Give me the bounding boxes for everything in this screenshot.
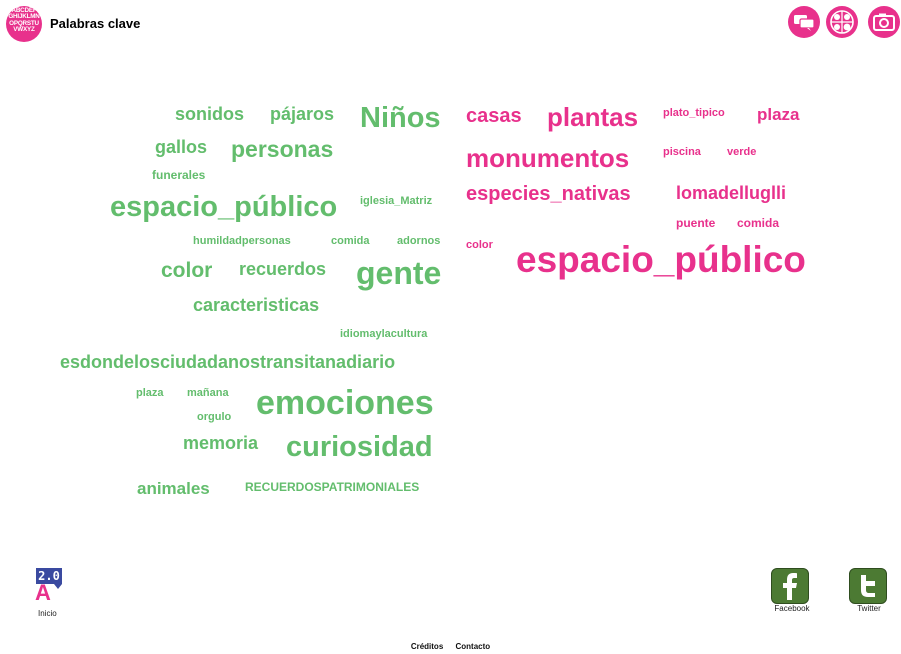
logo-text: ABCDEF GHIJKLMN OPQRSTU VWXYZ [8,7,40,34]
camera-icon[interactable] [868,6,900,38]
keyword-verde[interactable]: verde [727,146,757,158]
inicio-link[interactable]: Inicio [38,609,57,618]
keyword-plato-tipico[interactable]: plato_tipico [663,107,725,119]
facebook-link[interactable]: Facebook [766,568,818,613]
keyword-piscina[interactable]: piscina [663,146,701,158]
keyword-casas[interactable]: casas [466,105,522,127]
keyword-memoria[interactable]: memoria [183,433,259,453]
keyword-pajaros[interactable]: pájaros [270,104,335,124]
keyword-color[interactable]: color [466,239,493,251]
keyword-iglesia-matriz[interactable]: iglesia_Matriz [360,195,433,207]
keyword-curiosidad[interactable]: curiosidad [286,431,433,463]
keyword-plaza[interactable]: plaza [757,105,800,124]
keyword-adornos[interactable]: adornos [397,235,441,247]
keyword-gallos[interactable]: gallos [155,137,208,157]
keyword-animales[interactable]: animales [137,479,210,498]
keyword-plantas[interactable]: plantas [547,102,639,132]
keyword-caracteristicas[interactable]: caracteristicas [193,295,320,315]
keyword-recuerdos[interactable]: recuerdos [239,259,327,279]
keyword-emociones[interactable]: emociones [256,384,434,422]
site-logo[interactable]: ABCDEF GHIJKLMN OPQRSTU VWXYZ [6,6,42,42]
keyword-humildadpersonas[interactable]: humildadpersonas [193,235,291,247]
keyword-orgulo[interactable]: orgulo [197,411,232,423]
version-badge: 2.0 [36,568,62,584]
keyword-funerales[interactable]: funerales [152,168,206,182]
page-title: Palabras clave [50,16,141,31]
keyword-espacio-publico[interactable]: espacio_público [516,239,806,280]
facebook-label: Facebook [774,604,810,613]
keyword-espacio-publico[interactable]: espacio_público [110,191,338,223]
twitter-label: Twitter [857,604,881,613]
keyword-monumentos[interactable]: monumentos [466,143,630,173]
keyword-idiomaylacultura[interactable]: idiomaylacultura [340,328,428,340]
keyword-comida[interactable]: comida [331,235,370,247]
keyword-puente[interactable]: puente [676,216,716,230]
keyword-manana[interactable]: mañana [187,387,229,399]
keyword-ninos[interactable]: Niños [360,102,441,134]
twitter-link[interactable]: Twitter [844,568,894,613]
keyword-gente[interactable]: gente [356,255,442,291]
people-network-icon[interactable] [826,6,858,38]
badge-letter: A [35,580,51,605]
keyword-esdondelosciudadanostransitanadiario[interactable]: esdondelosciudadanostransitanadiario [60,352,396,372]
badge-pointer [54,584,62,589]
footer-link-creditos[interactable]: Créditos [410,642,444,651]
footer-links: Créditos Contacto [0,642,901,651]
keyword-especies-nativas[interactable]: especies_nativas [466,183,631,205]
twitter-icon[interactable] [849,568,887,604]
keyword-lomadelluglli[interactable]: lomadelluglli [676,183,787,203]
facebook-icon[interactable] [771,568,809,604]
home-logo[interactable]: 2.0 A [35,568,68,606]
keyword-recuerdospatrimoniales[interactable]: RECUERDOSPATRIMONIALES [245,480,420,494]
keyword-color[interactable]: color [161,259,213,282]
keyword-sonidos[interactable]: sonidos [175,104,245,124]
footer-link-contacto[interactable]: Contacto [455,642,491,651]
chat-icon[interactable] [788,6,820,38]
keyword-plaza[interactable]: plaza [136,387,164,399]
keyword-personas[interactable]: personas [231,136,334,162]
keyword-comida[interactable]: comida [737,216,780,230]
